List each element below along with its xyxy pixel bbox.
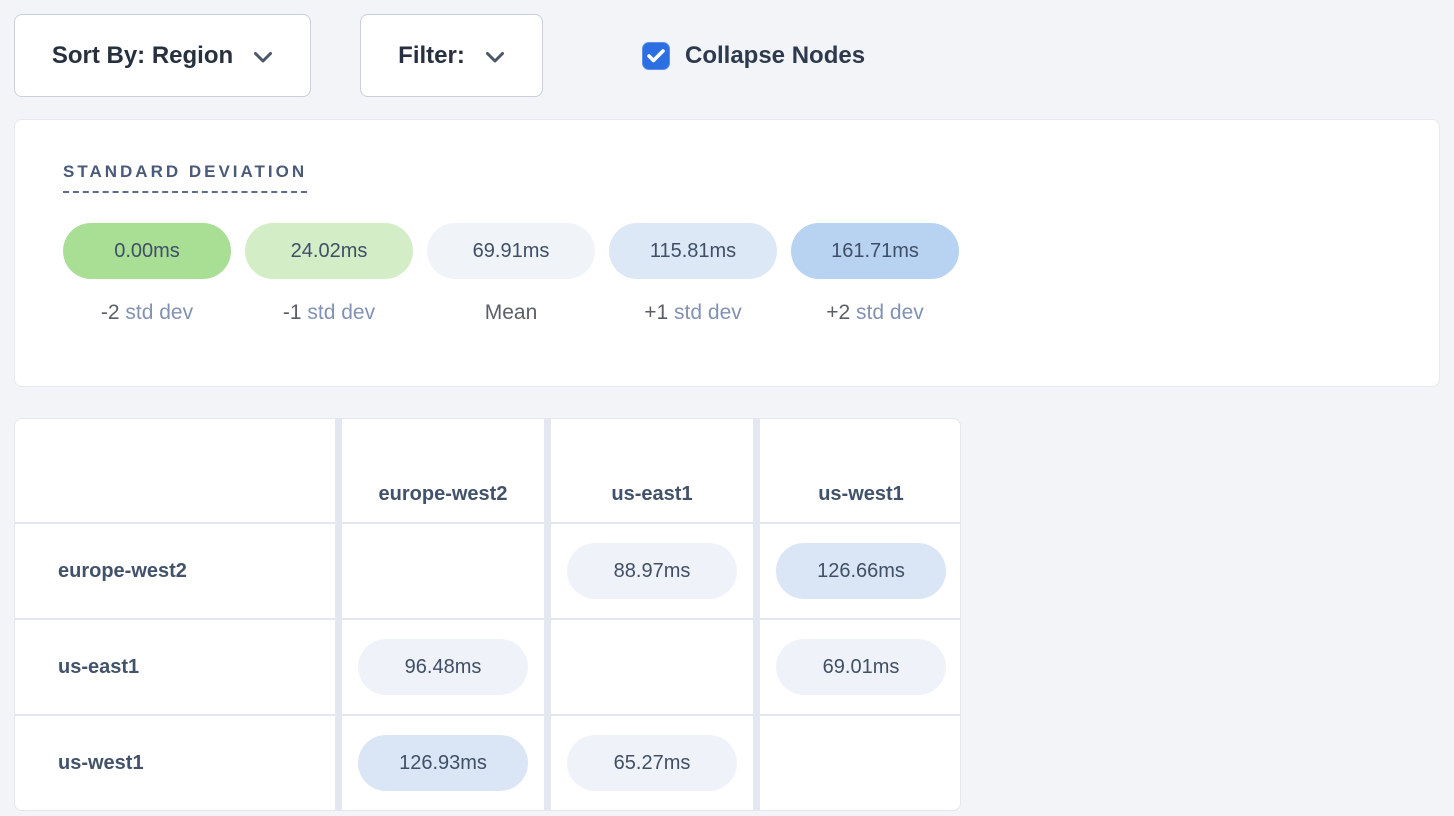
latency-pill: 65.27ms	[567, 735, 737, 791]
chevron-down-icon	[485, 51, 505, 64]
legend-item: 0.00ms -2 std dev	[63, 223, 231, 325]
legend-label: +2 std dev	[826, 301, 924, 324]
matrix-cell-empty	[760, 716, 960, 810]
legend-pill-mean: 69.91ms	[427, 223, 595, 279]
legend-item: 115.81ms +1 std dev	[609, 223, 777, 325]
toolbar: Sort By: Region Filter: Collapse Nodes	[14, 14, 1454, 97]
legend-pill-plus2: 161.71ms	[791, 223, 959, 279]
latency-matrix: europe-west2 us-east1 us-west1 europe-we…	[14, 418, 961, 811]
legend-label: +1 std dev	[644, 301, 742, 324]
matrix-row-label: us-east1	[15, 620, 335, 714]
legend-item: 24.02ms -1 std dev	[245, 223, 413, 325]
matrix-cell: 88.97ms	[551, 524, 753, 618]
matrix-cell-empty	[342, 524, 544, 618]
sort-by-label: Sort By: Region	[51, 41, 234, 69]
latency-pill: 88.97ms	[567, 543, 737, 599]
matrix-row-label: us-west1	[15, 716, 335, 810]
filter-label: Filter:	[398, 41, 465, 69]
filter-dropdown[interactable]: Filter:	[360, 14, 543, 97]
legend-title: STANDARD DEVIATION	[63, 162, 308, 193]
legend-pill-minus2: 0.00ms	[63, 223, 231, 279]
matrix-cell: 96.48ms	[342, 620, 544, 714]
legend-pill-plus1: 115.81ms	[609, 223, 777, 279]
legend-row: 0.00ms -2 std dev 24.02ms -1 std dev 69.…	[63, 223, 1391, 325]
latency-pill: 69.01ms	[776, 639, 946, 695]
legend-label: -2 std dev	[100, 301, 194, 324]
collapse-nodes-label: Collapse Nodes	[685, 41, 866, 69]
legend-item: 69.91ms Mean	[427, 223, 595, 325]
legend-item: 161.71ms +2 std dev	[791, 223, 959, 325]
matrix-row-label: europe-west2	[15, 524, 335, 618]
chevron-down-icon	[253, 51, 273, 64]
sort-by-dropdown[interactable]: Sort By: Region	[14, 14, 311, 97]
collapse-nodes-checkbox[interactable]: Collapse Nodes	[642, 41, 866, 70]
matrix-col-header: europe-west2	[342, 419, 544, 522]
legend-label: Mean	[484, 301, 538, 324]
matrix-cell: 65.27ms	[551, 716, 753, 810]
matrix-cell: 126.66ms	[760, 524, 960, 618]
matrix-corner-cell	[15, 419, 335, 522]
latency-pill: 96.48ms	[358, 639, 528, 695]
matrix-cell: 126.93ms	[342, 716, 544, 810]
matrix-cell: 69.01ms	[760, 620, 960, 714]
latency-pill: 126.93ms	[358, 735, 528, 791]
matrix-col-header: us-east1	[551, 419, 753, 522]
checkbox-checked[interactable]	[642, 41, 670, 70]
standard-deviation-card: STANDARD DEVIATION 0.00ms -2 std dev 24.…	[14, 119, 1440, 387]
legend-label: -1 std dev	[282, 301, 376, 324]
checkmark-icon	[647, 48, 665, 63]
matrix-col-header: us-west1	[760, 419, 960, 522]
latency-pill: 126.66ms	[776, 543, 946, 599]
matrix-cell-empty	[551, 620, 753, 714]
legend-pill-minus1: 24.02ms	[245, 223, 413, 279]
